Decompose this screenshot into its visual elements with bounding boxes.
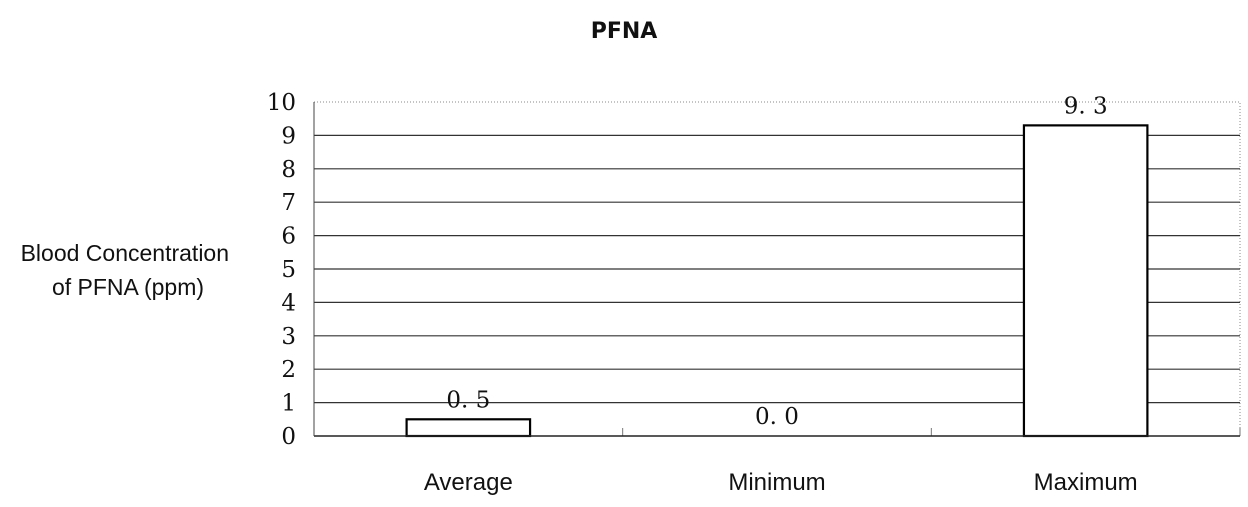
x-category-label-average: Average [424,469,513,496]
y-axis-label: Blood Concentration of PFNA (ppm) [21,240,236,300]
y-tick-label-10: 10 [267,90,296,116]
y-tick-label-4: 4 [281,290,296,316]
y-tick-label-1: 1 [281,391,296,417]
y-axis-label-line-2: of PFNA (ppm) [52,274,204,300]
y-tick-label-5: 5 [281,257,296,283]
data-label-minimum: 0. 0 [755,404,799,430]
y-tick-label-0: 0 [281,424,296,450]
x-category-label-maximum: Maximum [1034,469,1138,496]
y-tick-label-6: 6 [281,224,296,250]
y-tick-label-3: 3 [281,324,296,350]
x-category-label-minimum: Minimum [728,469,825,496]
bar-average [405,418,532,438]
data-label-maximum: 9. 3 [1064,93,1108,119]
chart-title: PFNA [591,19,658,44]
y-axis-label-line-1: Blood Concentration [21,240,229,266]
bar-maximum [1022,124,1149,438]
y-tick-label-9: 9 [281,123,296,149]
y-tick-label-8: 8 [281,157,296,183]
y-tick-label-2: 2 [281,357,296,383]
y-tick-label-7: 7 [281,190,296,216]
data-label-average: 0. 5 [446,387,490,413]
plot-area: 0 1 2 3 4 5 6 7 8 9 10 0. 5 Average 0. 0 Minimum 9. 3 Ma… [267,90,1241,496]
